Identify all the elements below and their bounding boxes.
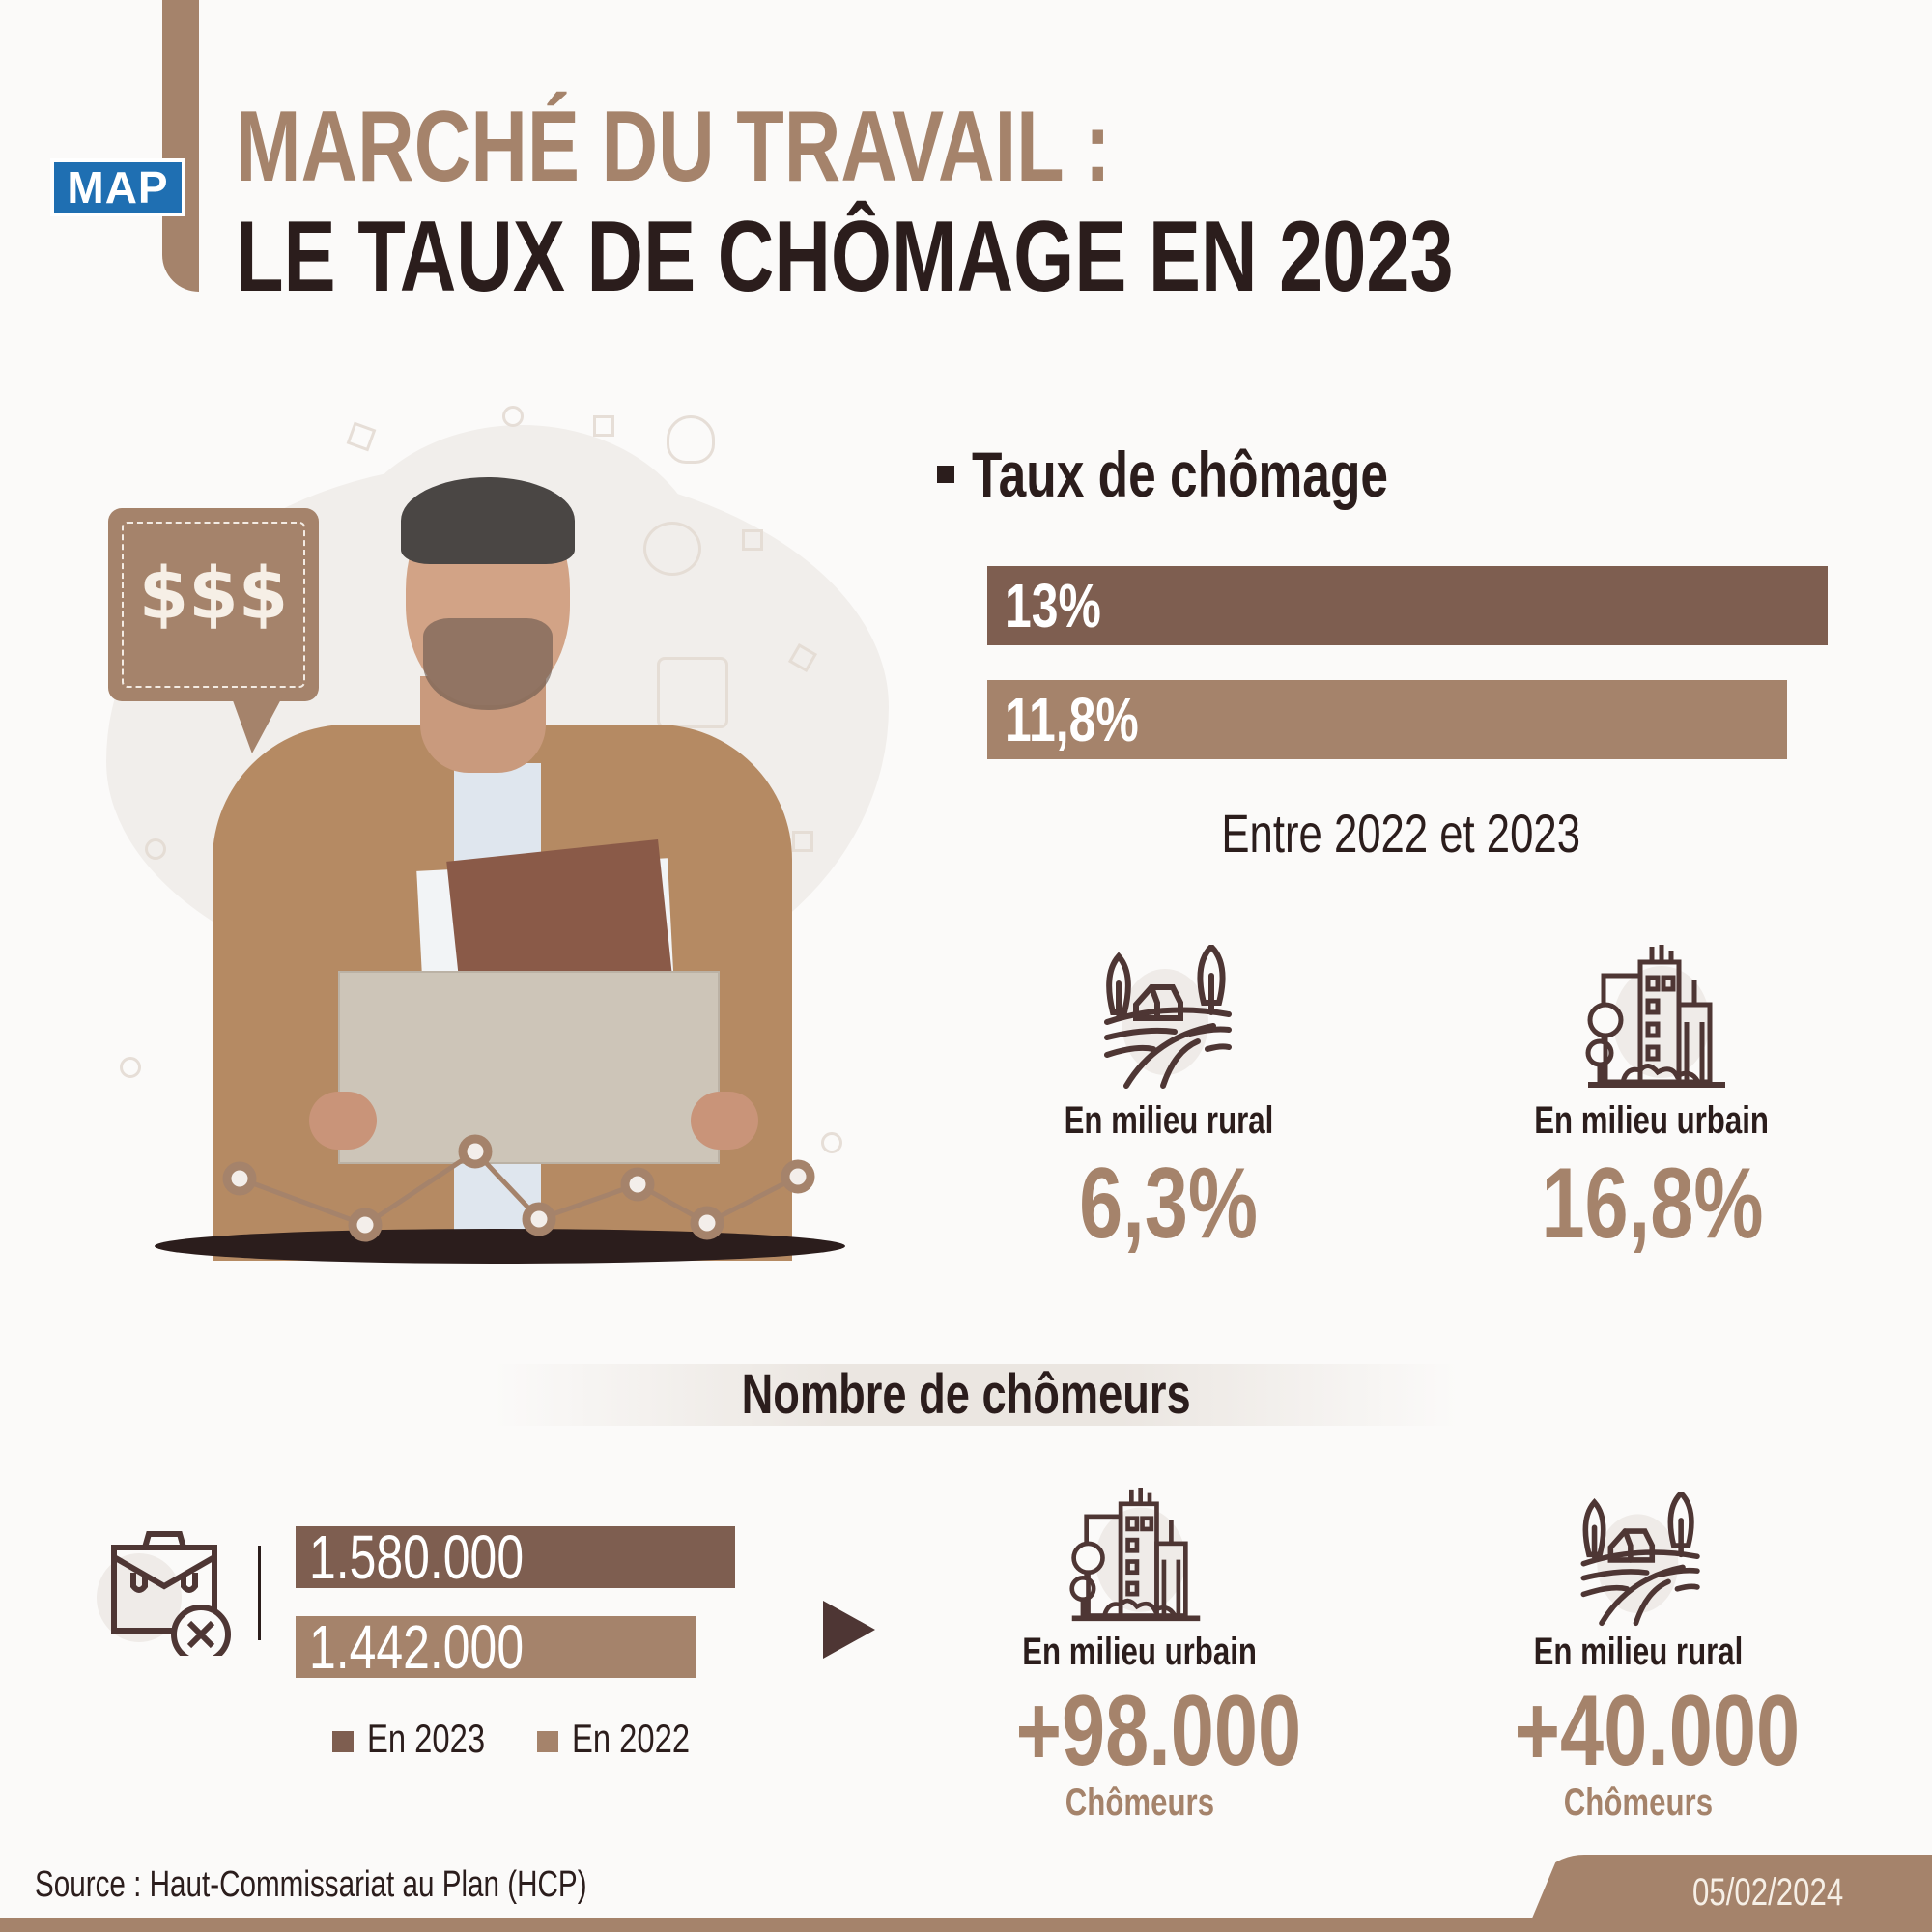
legend-2023: En 2023 [332,1716,518,1761]
legend-swatch-2022 [537,1730,558,1752]
legend-2023-label: En 2023 [367,1716,486,1761]
rural-farm-icon [1104,945,1232,1089]
section-title-text: Nombre de chômeurs [741,1363,1191,1426]
count-rural-label: En milieu rural [1533,1631,1744,1673]
rate-title-text: Taux de chômage [972,439,1389,510]
map-logo: MAP [50,158,185,216]
separator-line [258,1546,261,1640]
rate-urban: En milieu urbain 16,8% [1488,1101,1816,1254]
count-urban-value: +98.000 [1015,1675,1302,1787]
rate-rural: En milieu rural 6,3% [1005,1101,1333,1254]
deco-circle-icon [145,838,166,860]
legend-2022-label: En 2022 [572,1716,691,1761]
decorative-line-chart-icon [222,1134,815,1242]
rate-bar-2023: 13% [987,566,1828,645]
beard [423,618,553,710]
rate-bar-2022-label: 11,8% [1005,685,1139,754]
right-hand [691,1092,758,1150]
rural-farm-icon [1580,1492,1700,1627]
count-bar-2023-label: 1.580.000 [309,1522,525,1592]
count-urban: En milieu urbain +98.000 Chômeurs [976,1633,1304,1822]
urban-city-icon [1585,945,1725,1088]
dollar-signs-text: $$$ [138,553,289,636]
deco-square-icon [346,421,377,452]
title-line-1: MARCHÉ DU TRAVAIL : [236,97,1357,197]
title-line-1-text: MARCHÉ DU TRAVAIL : [236,91,1111,203]
rate-urban-label: En milieu urbain [1534,1099,1770,1142]
title-line-2: LE TAUX DE CHÔMAGE EN 2023 [236,207,1797,307]
header-accent-bar [162,0,199,292]
money-bag-icon [667,415,715,464]
cardboard-box [338,971,720,1164]
left-hand [309,1092,377,1150]
legend-swatch-2023 [332,1730,354,1752]
man-holding-box-photo [213,477,792,1261]
count-urban-label: En milieu urbain [1022,1631,1258,1673]
safe-icon [657,657,728,728]
rate-bar-2022: 11,8% [987,680,1787,759]
rate-title: Taux de chômage [972,442,1506,506]
period-text: Entre 2022 et 2023 [1221,803,1580,864]
rate-rural-label: En milieu rural [1064,1099,1274,1142]
rate-urban-value: 16,8% [1540,1148,1763,1260]
count-bar-2022-label: 1.442.000 [309,1612,525,1682]
date-text: 05/02/2024 [1691,1871,1844,1914]
count-rural-sub: Chômeurs [1563,1781,1714,1824]
count-bar-2022: 1.442.000 [296,1616,696,1678]
title-line-2-text: LE TAUX DE CHÔMAGE EN 2023 [236,201,1454,313]
count-bar-2023: 1.580.000 [296,1526,735,1588]
urban-city-icon [1069,1488,1201,1622]
source-note: Source : Haut-Commissariat au Plan (HCP) [35,1865,743,1904]
period-label: Entre 2022 et 2023 [1063,807,1739,861]
hair [401,477,575,564]
speech-bubble: $$$ [108,508,319,701]
bullet-square-icon [937,466,954,483]
deco-square-icon [792,831,813,852]
count-rural: En milieu rural +40.000 Chômeurs [1474,1633,1803,1822]
speech-bubble-border [122,522,305,688]
source-text: Source : Haut-Commissariat au Plan (HCP) [35,1864,587,1905]
deco-square-icon [593,415,614,437]
legend-2022: En 2022 [537,1716,723,1761]
briefcase-cancel-icon [97,1531,231,1656]
play-arrow-icon [823,1601,875,1659]
section-title: Nombre de chômeurs [0,1366,1932,1424]
deco-circle-icon [821,1132,842,1153]
money-hand-icon [643,522,701,576]
count-urban-sub: Chômeurs [1065,1781,1215,1824]
footer-band [0,1918,1932,1932]
logo-text: MAP [54,162,182,213]
ground-shadow [155,1229,845,1264]
section-title-band [493,1364,1459,1426]
rate-bar-2023-label: 13% [1005,571,1101,640]
deco-circle-icon [502,406,524,427]
count-rural-value: +40.000 [1514,1675,1801,1787]
rate-rural-value: 6,3% [1079,1148,1259,1260]
publication-date: 05/02/2024 [1642,1871,1893,1914]
deco-circle-icon [120,1057,141,1078]
deco-square-icon [742,529,763,551]
